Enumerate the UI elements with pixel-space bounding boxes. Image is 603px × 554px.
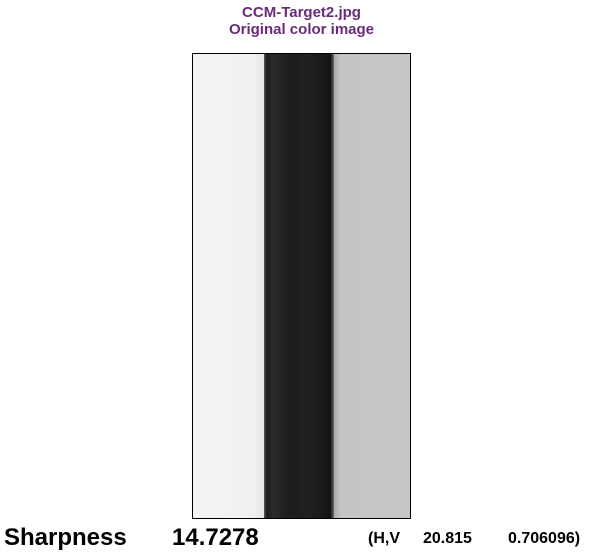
image-filename: CCM-Target2.jpg	[242, 4, 361, 21]
h-value: 20.815	[423, 530, 472, 547]
sharpness-readout: Sharpness 14.7278 (H,V 20.815 0.706096)	[0, 522, 603, 554]
image-subtitle: Original color image	[228, 21, 375, 38]
image-title: CCM-Target2.jpg Original color image	[0, 4, 603, 38]
dark-band	[264, 54, 334, 518]
sharpness-value: 14.7278	[172, 524, 259, 551]
image-preview	[192, 53, 411, 519]
sharpness-label: Sharpness	[4, 524, 127, 551]
v-value: 0.706096)	[508, 530, 581, 547]
gray-band	[334, 54, 410, 518]
light-band	[193, 54, 264, 518]
hv-label: (H,V	[368, 530, 400, 547]
